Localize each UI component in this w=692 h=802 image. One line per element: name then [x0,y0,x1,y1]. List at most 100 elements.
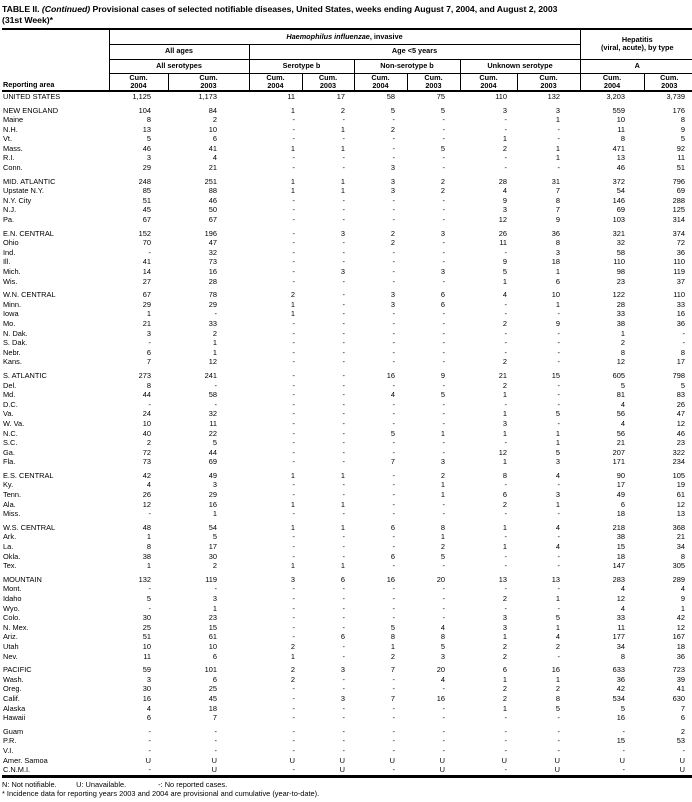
value-cell: - [392,438,395,448]
value-cell: 7 [390,693,395,703]
value-cell: - [148,399,151,409]
value-cell: 1 [146,561,151,571]
value-cell: 2 [290,674,295,684]
reporting-area-cell: R.I. [3,153,15,163]
table-row: Del. 8 - - - - - 2 - 5 5 [2,381,692,391]
value-cell: 25 [142,622,151,632]
value-cell: 4 [555,632,561,642]
value-cell: 8 [620,134,626,144]
value-cell: - [342,641,345,651]
value-cell: - [504,561,507,571]
value-cell: 3 [146,153,151,163]
value-cell: 1 [440,490,445,500]
value-cell: - [292,745,295,755]
value-cell: - [342,247,345,257]
value-cell: - [442,438,445,448]
value-cell: 1 [555,622,561,632]
value-cell: 29 [208,299,217,309]
value-cell: - [442,561,445,571]
value-cell: - [342,215,345,225]
value-cell: 16 [208,499,217,509]
value-cell: - [148,509,151,519]
value-cell: 218 [612,522,626,532]
reporting-area-cell: E.N. CENTRAL [3,228,54,238]
value-cell: 36 [676,247,686,257]
value-cell: 15 [208,622,217,632]
table-row: Utah 10 10 2 - 1 5 2 2 34 18 [2,642,692,652]
value-cell: 47 [676,409,686,419]
value-cell: - [342,613,345,623]
value-cell: - [392,418,395,428]
value-cell: 88 [208,186,217,196]
value-cell: - [292,328,295,338]
value-cell: 2 [555,684,561,694]
value-cell: - [392,267,395,276]
value-cell: 4 [620,399,626,409]
value-cell: 2 [340,105,345,115]
value-cell: - [682,338,686,348]
value-cell: U [389,755,395,765]
value-cell: 110 [673,290,686,300]
value-cell: 104 [138,105,151,115]
table-row: C.N.M.I. - U - U - U - U - U [2,765,692,776]
value-cell: - [342,318,345,328]
reporting-area-cell: Okla. [3,551,21,561]
value-cell: - [292,542,295,552]
table-row: Ohio 70 47 - - 2 - 11 8 32 72 [2,238,692,248]
value-cell: - [342,622,345,632]
value-cell: 15 [616,736,626,746]
value-cell: - [292,713,295,723]
value-cell: - [342,745,345,755]
table-row: La. 8 17 - - - 2 1 4 15 34 [2,542,692,552]
value-cell: 51 [142,632,151,642]
value-cell: 27 [142,276,151,286]
value-cell: - [504,163,507,173]
value-cell: - [557,134,561,144]
value-cell: 723 [672,665,686,675]
value-cell: 69 [208,457,217,467]
table-row: Hawaii 6 7 - - - - - - 16 6 [2,713,692,723]
value-cell: 3 [440,457,445,467]
value-cell: 61 [676,490,686,500]
value-cell: 8 [620,651,626,661]
value-cell: U [211,765,217,775]
value-cell: 36 [616,674,626,684]
value-cell: 36 [676,318,686,328]
value-cell: 3 [502,205,507,215]
value-cell: 5 [555,703,561,713]
table-row: N.H. 13 10 - 1 2 - - - 11 9 [2,125,692,135]
value-cell: - [557,399,561,409]
value-cell: - [392,603,395,613]
value-cell: 17 [616,480,626,490]
value-cell: - [442,309,445,319]
value-cell: 78 [208,290,217,300]
table-row: Iowa 1 - 1 - - - - - 33 16 [2,309,692,319]
value-cell: - [622,726,626,736]
value-cell: - [442,195,445,205]
value-cell: 13 [142,124,151,134]
table-row: Kans. 7 12 - - - - 2 - 12 17 [2,357,692,367]
table-row: Alaska 4 18 - - - - 1 5 5 7 [2,704,692,714]
value-cell: - [557,603,561,613]
value-cell: 5 [390,105,395,115]
value-cell: 58 [208,390,217,400]
value-cell: - [292,347,295,357]
value-cell: - [292,726,295,736]
value-cell: 2 [440,542,445,552]
value-cell: 2 [555,641,561,651]
col-group-hepatitis-a: A [579,59,692,74]
value-cell: 14 [142,267,151,276]
value-cell: - [342,347,345,357]
value-cell: 5 [502,267,507,276]
value-cell: 7 [390,457,395,467]
value-cell: 3 [555,457,561,467]
value-cell: 67 [142,215,151,225]
value-cell: - [392,745,395,755]
table-row: S.C. 2 5 - - - - - 1 21 23 [2,438,692,448]
reporting-area-cell: Colo. [3,613,21,623]
value-cell: - [342,438,345,448]
value-cell: 45 [142,205,151,215]
table-row: V.I. - - - - - - - - - - [2,746,692,756]
value-cell: - [292,428,295,438]
value-cell: 33 [616,309,626,319]
